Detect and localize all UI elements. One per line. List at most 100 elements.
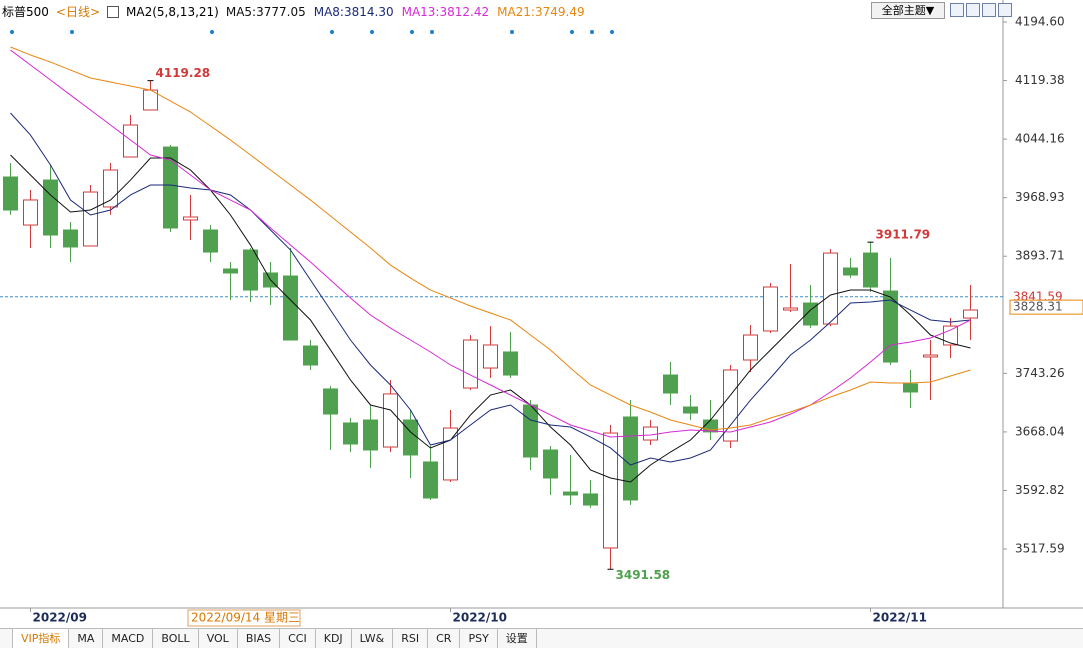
candle-body (43, 179, 58, 236)
tab[interactable]: PSY (460, 629, 498, 648)
candle-body (823, 252, 838, 325)
y-tick-label: 4044.16 (1015, 132, 1065, 146)
candle-body (743, 334, 758, 361)
x-tick-label: 2022/09 (33, 611, 87, 625)
y-tick-label: 4119.38 (1015, 73, 1065, 87)
y-tick-label: 3592.82 (1015, 483, 1065, 497)
signal-dot (330, 30, 334, 34)
candle-body (103, 169, 118, 208)
candle-body (203, 229, 218, 253)
tool-icon[interactable] (966, 3, 980, 17)
y-tick-label: 4194.60 (1015, 15, 1065, 29)
indicator: MA2(5,8,13,21) (126, 4, 219, 19)
signal-dot (510, 30, 514, 34)
candle-body (763, 286, 778, 332)
candle-body (503, 351, 518, 376)
candle-body (863, 252, 878, 288)
candle-body (803, 302, 818, 326)
tab[interactable]: VOL (199, 629, 238, 648)
candle-body (603, 432, 618, 549)
candle-body (723, 369, 738, 442)
candle-body (423, 461, 438, 499)
symbol: 标普500 (2, 5, 49, 19)
candle-body (463, 339, 478, 389)
candle-body (383, 393, 398, 448)
candle-body (843, 267, 858, 276)
x-tick-label: 2022/11 (873, 611, 927, 625)
signal-dot (590, 30, 594, 34)
signal-dot (210, 30, 214, 34)
tab[interactable]: 设置 (498, 629, 537, 648)
tab[interactable]: BIAS (238, 629, 281, 648)
tab[interactable]: CR (428, 629, 461, 648)
y-tick-label: 3893.71 (1015, 249, 1065, 263)
x-tick-label: 2022/10 (453, 611, 507, 625)
signal-dot (570, 30, 574, 34)
candle-body (243, 249, 258, 291)
theme-button[interactable]: 全部主题▼ (871, 2, 945, 19)
legend: MA5:3777.05 MA8:3814.30 MA13:3812.42 MA21:3… (226, 5, 585, 19)
candle-body (783, 307, 798, 311)
tab[interactable]: MACD (103, 629, 154, 648)
ma-line (10, 46, 971, 431)
tool-icon[interactable] (950, 3, 964, 17)
extreme-label: 3491.58 (616, 568, 671, 582)
tool-icon[interactable] (982, 3, 996, 17)
candle-body (403, 419, 418, 456)
candle-body (363, 419, 378, 451)
tab[interactable]: VIP指标 (12, 629, 70, 648)
candle-body (923, 354, 938, 358)
candle-body (623, 416, 638, 501)
candle-body (123, 124, 138, 158)
tab[interactable]: RSI (393, 629, 429, 648)
candle-body (183, 216, 198, 221)
tab[interactable]: BOLL (153, 629, 199, 648)
candle-body (543, 449, 558, 479)
header: 标普500 <日线> MA2(5,8,13,21) MA5:3777.05 MA8… (2, 3, 585, 20)
signal-dot (10, 30, 14, 34)
candle-body (303, 345, 318, 366)
signal-dot (370, 30, 374, 34)
candle-body (523, 404, 538, 458)
y-tick-label: 3517.59 (1015, 542, 1065, 556)
tab[interactable]: CCI (280, 629, 316, 648)
extreme-label: 3911.79 (876, 228, 931, 242)
cursor-date: 2022/09/14 星期三 (191, 611, 300, 625)
last-price-label: 3828.31 (1013, 300, 1063, 314)
cursor-date-box (187, 609, 301, 627)
extreme-label: 4119.28 (156, 66, 211, 80)
tool-icon[interactable] (998, 3, 1012, 17)
candle-body (903, 383, 918, 393)
candle-body (63, 229, 78, 248)
candle-body (23, 199, 38, 226)
candle-body (163, 146, 178, 229)
tab[interactable]: LW& (352, 629, 394, 648)
candle-body (223, 268, 238, 274)
candle-body (343, 422, 358, 445)
indicator-tabs: VIP指标 MA MACD BOLL VOL BIAS CCI KDJ LW& RSI CR PSY 设… (0, 628, 1083, 648)
ma-line (10, 154, 971, 483)
last-price-box (1009, 299, 1083, 315)
candle-body (83, 191, 98, 247)
chart: 2022/09/14 星期三 4194.60 4119.38 4044.16 3968… (0, 0, 1083, 627)
candle-body (483, 344, 498, 369)
legend-entry: MA21:3749.49 (497, 4, 585, 19)
signal-dots (10, 30, 614, 34)
tab[interactable]: KDJ (316, 629, 352, 648)
signal-dot (430, 30, 434, 34)
period[interactable]: <日线> (55, 5, 101, 19)
legend-entry: MA13:3812.42 (401, 4, 490, 19)
candle-body (323, 388, 338, 415)
candle-body (563, 491, 578, 496)
candle-body (583, 493, 598, 506)
tab[interactable]: MA (69, 629, 104, 648)
signal-dot (410, 30, 414, 34)
ma-line (10, 112, 971, 466)
checkbox[interactable] (107, 5, 120, 18)
legend-entry: MA5:3777.05 (225, 4, 306, 19)
candle-body (683, 406, 698, 414)
candle-body (963, 309, 978, 319)
signal-dot (610, 30, 614, 34)
candle-body (663, 374, 678, 394)
